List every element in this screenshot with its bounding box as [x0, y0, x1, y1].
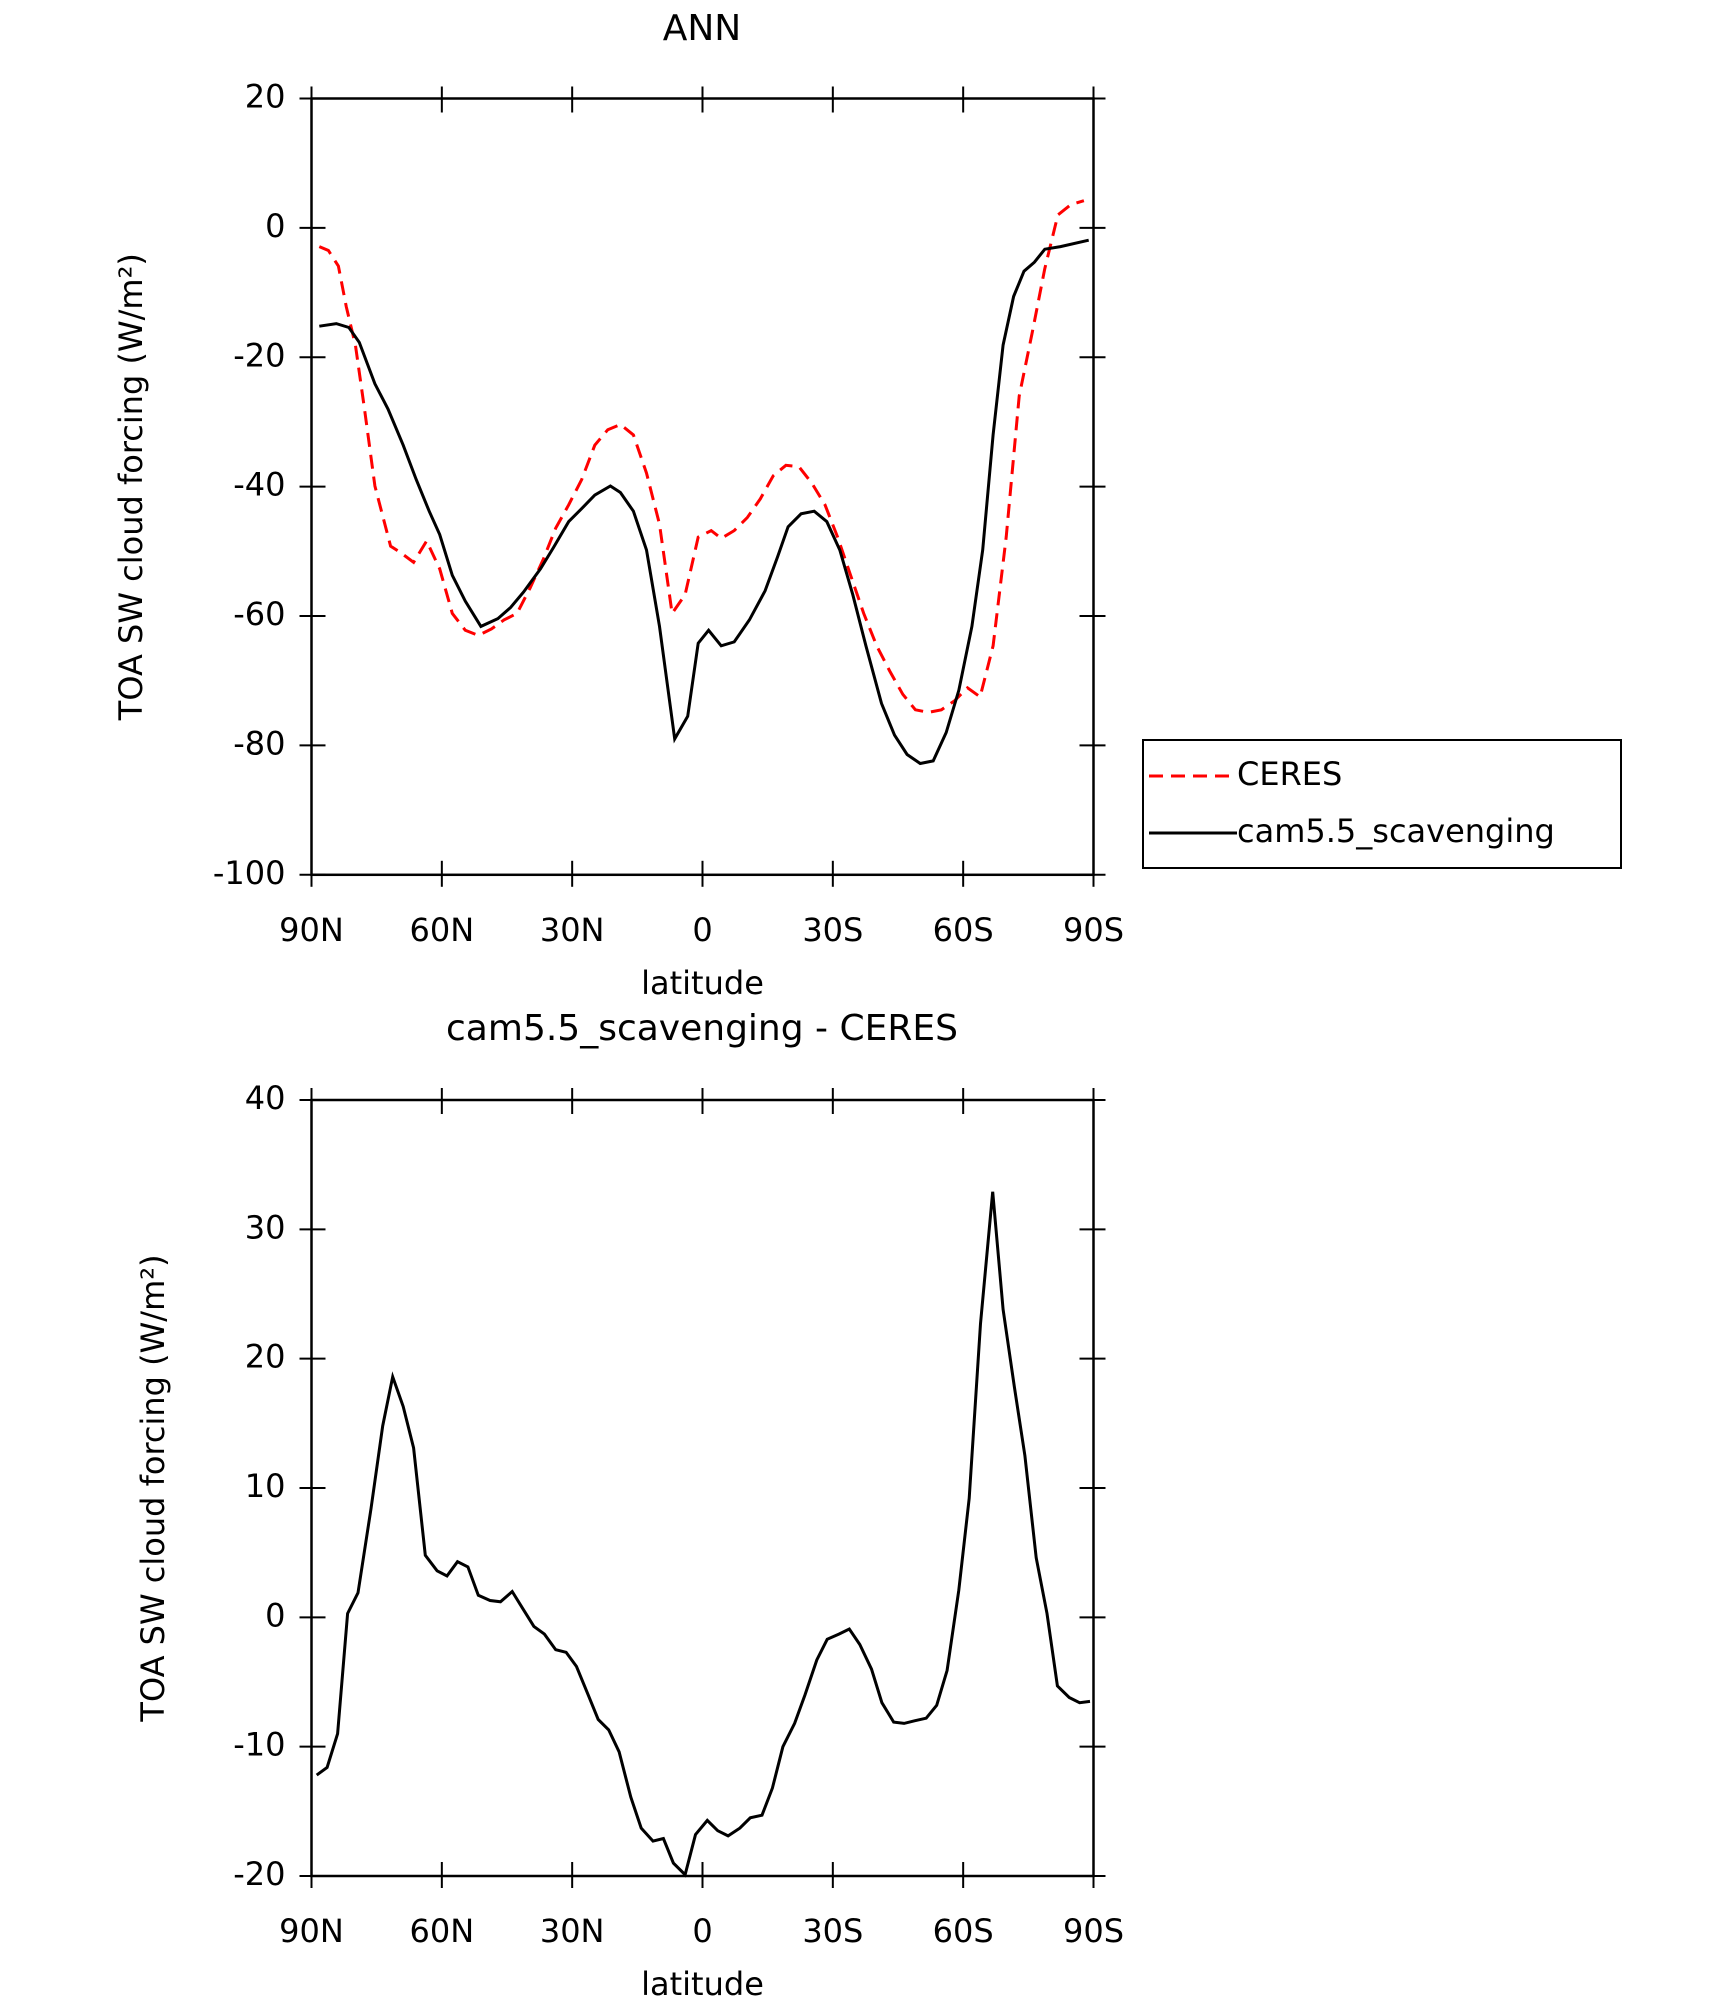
x-tick-label: 90N	[279, 1912, 344, 1950]
x-tick-label: 30S	[802, 911, 863, 949]
plot-frame	[310, 97, 1095, 877]
y-tick-label: 0	[265, 207, 285, 245]
y-tick-label: -40	[233, 466, 285, 504]
data-line	[315, 1191, 1091, 1878]
y-tick-label: 20	[245, 1338, 286, 1376]
data-line	[318, 199, 1085, 714]
x-tick-label: 90N	[279, 911, 344, 949]
y-axis-label: TOA SW cloud forcing (W/m²)	[112, 253, 150, 721]
x-tick-label: 60N	[410, 1912, 475, 1950]
y-tick-label: 40	[245, 1079, 286, 1117]
y-tick-label: -20	[233, 336, 285, 374]
x-tick-label: 30N	[540, 1912, 605, 1950]
legend-label: cam5.5_scavenging	[1237, 812, 1555, 850]
y-tick-label: -20	[233, 1855, 285, 1893]
y-tick-label: -60	[233, 595, 285, 633]
y-tick-label: 0	[265, 1596, 285, 1634]
y-tick-label: -80	[233, 724, 285, 762]
chart-title: cam5.5_scavenging - CERES	[446, 1008, 958, 1049]
y-axis-label: TOA SW cloud forcing (W/m²)	[134, 1254, 172, 1722]
legend-label: CERES	[1237, 755, 1342, 793]
legend-box	[1142, 739, 1622, 869]
y-tick-label: 30	[245, 1208, 286, 1246]
data-line	[319, 238, 1090, 766]
x-tick-label: 30N	[540, 911, 605, 949]
x-tick-label: 90S	[1063, 911, 1124, 949]
x-tick-label: 0	[692, 1912, 712, 1950]
x-axis-label: latitude	[641, 1965, 764, 2003]
chart-title: ANN	[663, 8, 742, 49]
x-tick-label: 90S	[1063, 1912, 1124, 1950]
x-tick-label: 30S	[802, 1912, 863, 1950]
x-tick-label: 60S	[933, 1912, 994, 1950]
y-tick-label: 20	[245, 78, 286, 116]
x-tick-label: 60S	[933, 911, 994, 949]
y-tick-label: -100	[213, 854, 286, 892]
y-tick-label: -10	[233, 1726, 285, 1764]
x-axis-label: latitude	[641, 964, 764, 1002]
x-tick-label: 60N	[410, 911, 475, 949]
plot-frame	[310, 1098, 1095, 1878]
y-tick-label: 10	[245, 1467, 286, 1505]
x-tick-label: 0	[692, 911, 712, 949]
